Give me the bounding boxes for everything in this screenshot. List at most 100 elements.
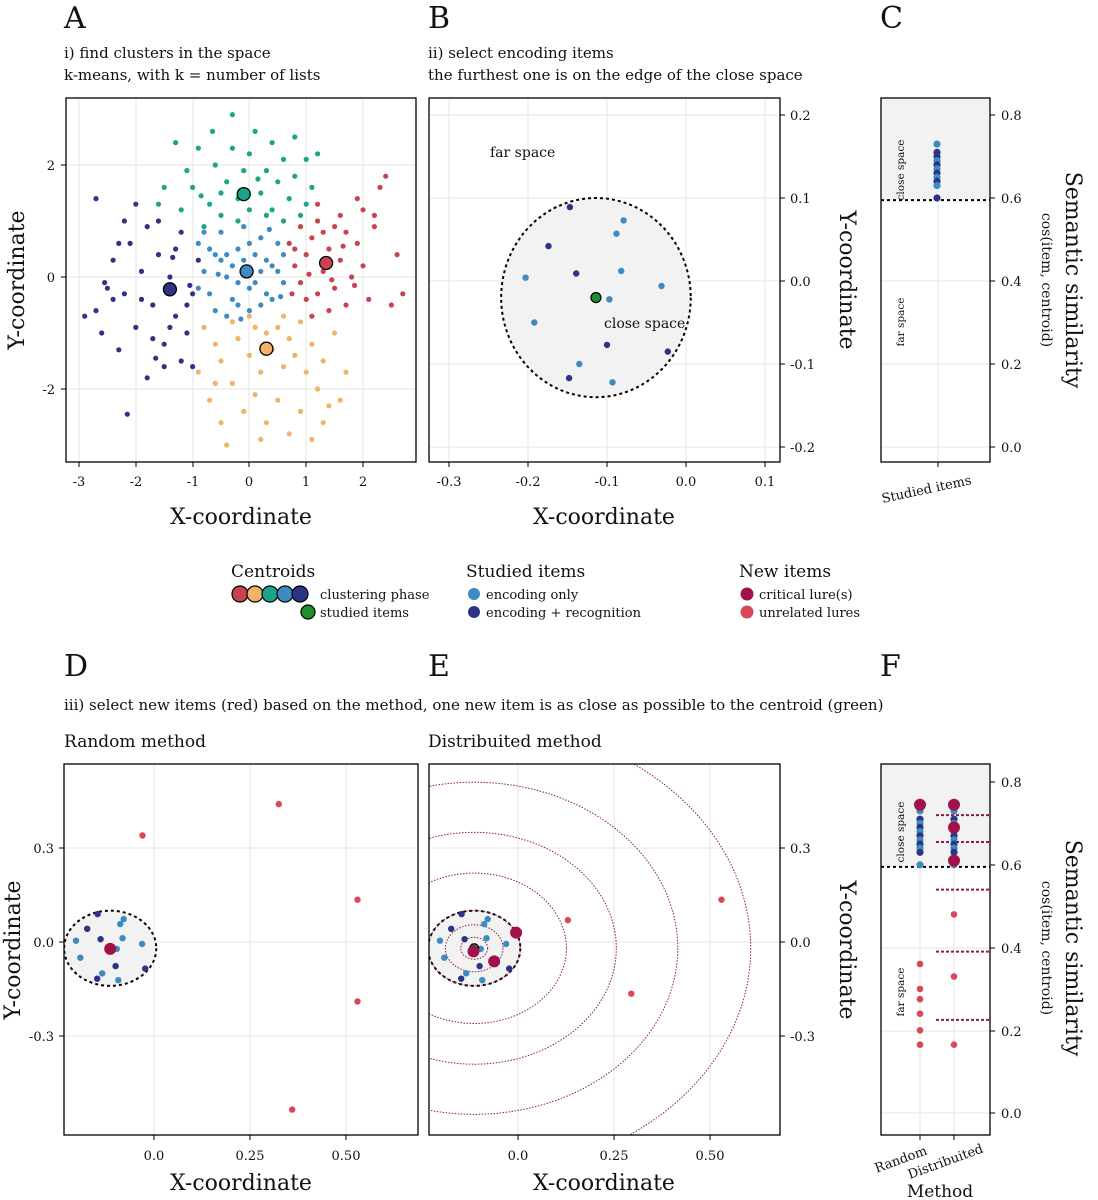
studied-item-blue	[120, 915, 127, 923]
cluster-point-red	[337, 212, 343, 218]
panel-c-ylabel: Semantic similarity	[1060, 172, 1085, 389]
studied-item-blue	[479, 977, 486, 984]
cluster-point-teal	[198, 193, 204, 199]
cluster-point-red	[343, 302, 349, 308]
panel-e-xlabel: X-coordinate	[533, 1171, 675, 1196]
panel-a-ticks	[61, 164, 364, 467]
cluster-point-teal	[292, 173, 298, 179]
distribution-ring	[429, 910, 521, 987]
cluster-point-blue	[269, 263, 275, 269]
legend-critical-lure-marker	[740, 587, 754, 601]
panel-e-method-title: Distribuited method	[428, 732, 602, 752]
legend-encoding-only-marker	[468, 588, 480, 600]
panel-d-ytick: 0.0	[33, 936, 54, 951]
cluster-point-blue	[258, 268, 264, 274]
cluster-point-blue	[235, 246, 241, 252]
cluster-point-red	[351, 282, 358, 288]
studied-item-navy	[603, 341, 611, 349]
cluster-point-teal	[235, 218, 241, 224]
panel-f-ytick: 0.8	[1001, 776, 1022, 791]
panel-e: E Distribuited method 0.0 0.25 0.50 0.3 …	[428, 649, 859, 1196]
cluster-point-navy	[187, 282, 193, 288]
cluster-point-orange	[292, 352, 298, 358]
cluster-point-orange	[224, 442, 230, 448]
cluster-point-blue	[218, 257, 224, 263]
cluster-point-teal	[229, 145, 235, 151]
unrelated-lure	[354, 998, 361, 1005]
cluster-point-orange	[297, 408, 304, 414]
cluster-point-teal	[263, 212, 269, 218]
panel-a-frame	[65, 97, 417, 463]
legend-encoding-recognition: encoding + recognition	[486, 606, 642, 621]
panel-c-ytick: 0.6	[1001, 192, 1022, 207]
cluster-point-teal	[309, 184, 315, 190]
panel-d-subtitle: iii) select new items (red) based on the…	[64, 696, 883, 714]
studied-item-blue	[72, 937, 80, 944]
panel-f-xlabel: Method	[907, 1182, 973, 1200]
cluster-point-orange	[235, 336, 241, 342]
cluster-point-teal	[190, 184, 196, 190]
distribution-ring	[444, 924, 504, 973]
cluster-point-orange	[303, 369, 309, 375]
unrelated-lure-random	[916, 985, 924, 993]
studied-item-distribuited	[950, 848, 958, 856]
cluster-point-navy	[133, 324, 139, 330]
cluster-point-red	[337, 257, 343, 263]
studied-item-blue	[436, 937, 444, 944]
cluster-point-teal	[195, 145, 201, 151]
cluster-point-orange	[280, 364, 287, 370]
panel-b-ytick: 0.0	[790, 275, 811, 290]
panel-letter-e: E	[428, 649, 450, 684]
studied-item-blue	[463, 970, 470, 977]
cluster-point-red	[377, 184, 383, 190]
panel-c-frame	[880, 97, 991, 463]
cluster-point-red	[292, 263, 298, 269]
cluster-point-teal	[209, 128, 216, 134]
panel-d-method-title: Random method	[64, 732, 206, 752]
panel-b-xlabel: X-coordinate	[533, 505, 675, 530]
panel-letter-d: D	[64, 649, 88, 684]
panel-c-ytick: 0.8	[1001, 109, 1022, 124]
cluster-point-orange	[275, 397, 281, 403]
cluster-point-teal	[161, 184, 167, 190]
studied-item-navy	[476, 962, 483, 970]
cluster-point-blue	[246, 240, 252, 246]
panel-b-scatter	[500, 197, 692, 399]
legend-encoding-only: encoding only	[486, 588, 579, 603]
cluster-point-orange	[207, 397, 213, 403]
studied-item-blue	[117, 920, 124, 928]
panel-letter-c: C	[880, 1, 903, 36]
critical-lure-distribuited	[948, 821, 960, 834]
cluster-point-navy	[110, 296, 116, 302]
legend-unrelated-lure-marker	[740, 605, 754, 619]
cluster-point-blue	[280, 280, 287, 286]
studied-item-blue	[522, 274, 529, 281]
cluster-point-teal	[258, 190, 264, 196]
critical-lure	[467, 945, 480, 958]
cluster-point-navy	[150, 336, 156, 342]
cluster-point-blue	[238, 316, 244, 322]
studied-item-navy	[566, 203, 574, 211]
unrelated-lure-distribuited	[950, 973, 958, 980]
studied-item-navy	[112, 962, 119, 970]
panel-b-xtick: 0.1	[755, 475, 776, 490]
studied-item-navy	[458, 975, 465, 982]
cluster-point-teal	[178, 207, 184, 213]
cluster-point-red	[303, 252, 309, 258]
centroid-blue	[239, 264, 254, 279]
studied-item-navy	[84, 925, 91, 932]
cluster-point-blue	[258, 302, 264, 308]
cluster-point-orange	[343, 369, 349, 375]
panel-d-grid	[64, 764, 418, 1135]
panel-a: A i) find clusters in the space k-means,…	[5, 1, 417, 530]
legend-new-items-title: New items	[739, 562, 831, 582]
unrelated-lure	[564, 916, 572, 924]
panel-b-ticks	[448, 114, 785, 467]
studied-item-blue	[576, 360, 583, 368]
centroid-red	[318, 255, 334, 271]
cluster-point-teal	[263, 168, 269, 174]
panel-e-xtick: 0.50	[696, 1149, 725, 1164]
panel-a-ytick: -2	[42, 383, 55, 398]
studied-item-navy	[933, 194, 941, 202]
legend-centroid-orange	[246, 585, 264, 603]
